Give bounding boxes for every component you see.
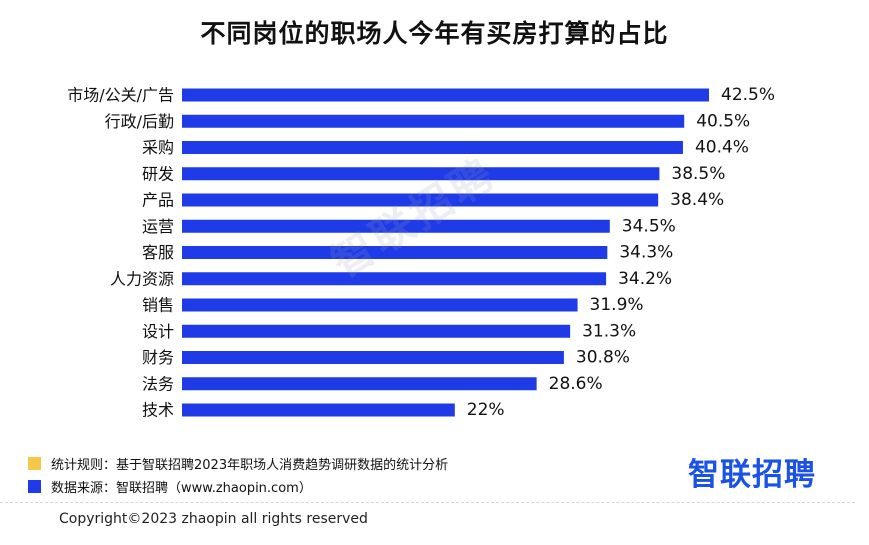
value-label: 31.9% [590,295,644,315]
bar-chart: 市场/公关/广告 42.5% 行政/后勤 40.5% 采购 40.4% 研发 38.5% 产品 3… [67,85,775,420]
value-label: 34.3% [619,243,673,263]
value-label: 40.4% [695,138,749,158]
category-label: 行政/后勤 [105,112,174,131]
bar [182,141,683,154]
category-label: 技术 [142,401,174,420]
value-label: 22% [467,400,505,420]
footer-divider [0,502,855,503]
bar [182,351,564,364]
value-label: 31.3% [582,321,636,341]
legend-text-source: 数据来源：智联招聘（www.zhaopin.com） [51,481,312,496]
category-label: 销售 [142,296,174,315]
legend-item-source: 数据来源：智联招聘（www.zhaopin.com） [28,477,312,496]
bar [182,167,660,181]
legend-item-rule: 统计规则：基于智联招聘2023年职场人消费趋势调研数据的统计分析 [28,454,448,473]
legend-swatch-yellow [28,457,41,470]
value-label: 30.8% [576,348,630,368]
bar [182,272,607,286]
bar [182,88,709,102]
category-label: 财务 [142,348,174,367]
category-label: 采购 [142,138,174,157]
category-label: 法务 [142,374,174,393]
category-label: 客服 [142,243,174,262]
bar [182,324,571,338]
bar [182,246,608,259]
bar [182,219,610,233]
legend-swatch-blue [28,480,41,493]
value-label: 34.5% [622,216,676,236]
value-label: 38.5% [671,164,725,184]
value-label: 40.5% [696,111,750,131]
category-label: 研发 [142,164,174,183]
category-label: 产品 [142,191,174,210]
bar [182,377,537,391]
value-label: 38.4% [670,190,724,210]
bar [182,193,659,207]
bar [182,403,455,417]
category-label: 运营 [142,217,174,236]
value-label: 42.5% [721,85,775,105]
category-label: 设计 [142,322,174,341]
bar [182,298,578,312]
value-label: 28.6% [549,374,603,394]
value-label: 34.2% [618,269,672,289]
bar [182,114,685,128]
copyright-text: Copyright©2023 zhaopin all rights reserv… [59,511,368,527]
brand-logo: 智联招聘 [688,457,816,493]
category-label: 市场/公关/广告 [67,86,174,105]
legend-text-rule: 统计规则：基于智联招聘2023年职场人消费趋势调研数据的统计分析 [51,458,449,473]
category-label: 人力资源 [110,269,174,288]
chart-title: 不同岗位的职场人今年有买房打算的占比 [200,19,669,48]
